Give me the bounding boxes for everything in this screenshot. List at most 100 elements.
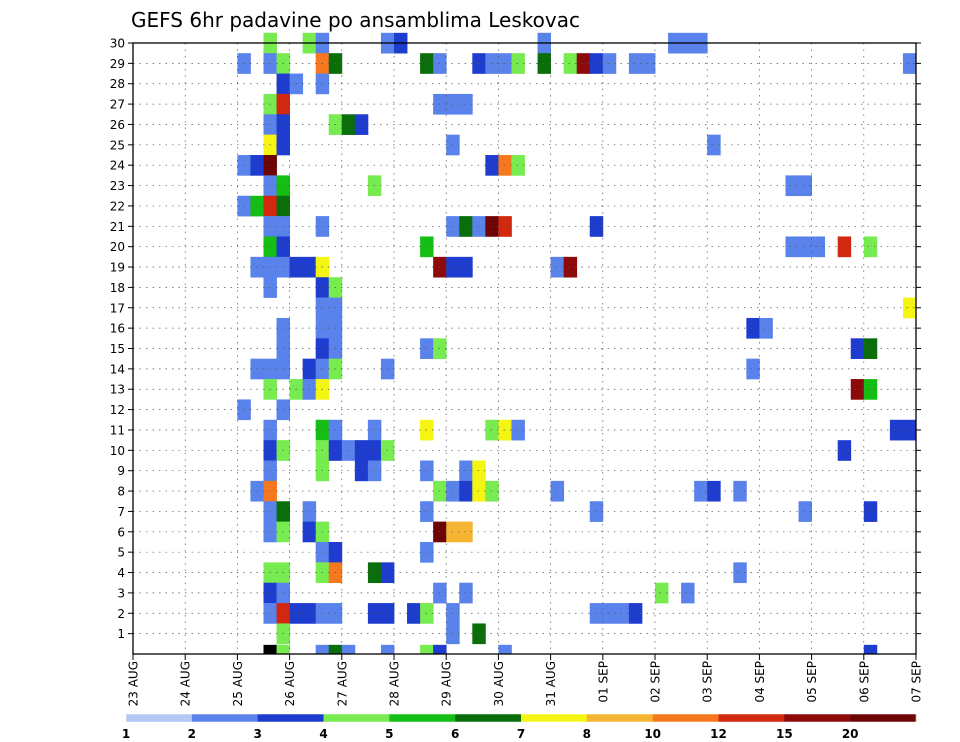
y-tick-label: 3 [117,586,125,600]
heatmap-cell [472,623,486,645]
y-tick-label: 18 [110,281,125,295]
heatmap-cell [798,175,812,197]
y-tick-label: 17 [110,301,125,315]
heatmap-cell [850,379,865,400]
y-tick-label: 5 [117,546,125,560]
heatmap-cell [863,644,878,655]
heatmap-cell [498,419,512,441]
y-tick-label: 6 [117,525,125,539]
y-tick-label: 9 [117,464,125,478]
heatmap-cell [498,644,512,655]
colorbar-label: 5 [385,727,393,741]
heatmap-cell [472,460,486,482]
heatmap-cell [811,236,826,258]
heatmap-cell [498,155,512,176]
y-tick-label: 29 [110,57,125,71]
y-tick-label: 4 [117,566,125,580]
colorbar-label: 3 [253,727,261,741]
heatmap-cell [628,603,643,624]
colorbar-label: 1 [122,727,130,741]
heatmap-cell [485,419,499,441]
heatmap-cell [707,480,721,502]
heatmap-cell [655,582,669,604]
heatmap-cell [498,53,512,74]
y-tick-label: 30 [110,37,125,51]
heatmap-cell [628,53,643,74]
y-tick-label: 11 [110,423,125,437]
heatmap-cell [472,53,486,74]
heatmap-cell [550,256,565,278]
heatmap-cell [863,338,878,359]
heatmap-cell [589,501,604,522]
y-tick-label: 14 [110,362,125,376]
heatmap-cell [315,644,330,655]
heatmap-cell [420,644,434,655]
heatmap-cell [746,317,760,339]
heatmap-cell [263,644,277,655]
y-tick-label: 13 [110,383,125,397]
x-tick-label: 02 SEP [649,661,663,703]
heatmap-cell [863,501,878,522]
y-tick-label: 27 [110,98,125,112]
heatmap-cell [563,53,578,74]
heatmap-cell [550,480,565,502]
heatmap-cell [837,440,852,461]
x-tick-label: 06 SEP [857,661,871,703]
x-tick-label: 07 SEP [910,661,924,703]
heatmap-cell [380,644,395,655]
y-tick-label: 7 [117,505,125,519]
colorbar-swatch [257,714,324,722]
colorbar-swatch [850,714,917,722]
heatmap-cell [472,216,486,237]
y-tick-label: 24 [110,159,125,173]
colorbar-swatch [718,714,785,722]
colorbar-swatch [586,714,653,722]
x-tick-label: 03 SEP [701,661,715,703]
x-tick-label: 24 AUG [179,661,193,706]
chart-title: GEFS 6hr padavine po ansamblima Leskovac [131,8,580,32]
y-tick-label: 2 [117,607,125,621]
colorbar-swatch [652,714,719,722]
colorbar-swatch [126,714,193,722]
heatmap-cell [798,501,812,522]
colorbar-swatch [521,714,588,722]
heatmap-cell [889,419,904,441]
heatmap-cell [902,53,917,74]
colorbar-label: 2 [188,727,196,741]
y-tick-label: 10 [110,444,125,458]
heatmap-cell [746,358,760,380]
heatmap-cell [785,236,799,258]
x-tick-label: 28 AUG [388,661,402,706]
colorbar: 1 2 3 4 5 6 7 8 10 12 15 20 [122,713,917,741]
colorbar-swatch [784,714,851,722]
heatmap-cell [798,236,812,258]
x-tick-label: 29 AUG [440,661,454,706]
heatmap-cell [589,603,604,624]
x-tick-label: 04 SEP [753,661,767,703]
colorbar-label: 15 [776,727,793,741]
heatmap-cell [733,562,747,584]
colorbar-swatch [191,714,258,722]
heatmap-cell [902,297,917,319]
x-tick-label: 25 AUG [231,661,245,706]
colorbar-label: 12 [710,727,727,741]
heatmap-cell [589,216,604,237]
heatmap-cell [511,155,525,176]
x-tick-label: 01 SEP [596,661,610,703]
colorbar-label: 6 [451,727,459,741]
heatmap-cell [485,480,499,502]
heatmap-cell [328,644,343,655]
heatmap-cell [498,216,512,237]
heatmap-cell [850,338,865,359]
heatmap-cells [237,32,917,655]
y-tick-label: 20 [110,240,125,254]
colorbar-swatch [323,714,390,722]
heatmap-cell [589,53,604,74]
x-tick-label: 23 AUG [127,661,141,706]
heatmap-cell [511,419,525,441]
heatmap-cell [615,603,630,624]
heatmap-cell [602,603,617,624]
gridlines [133,43,916,654]
heatmap-cell [537,53,551,74]
